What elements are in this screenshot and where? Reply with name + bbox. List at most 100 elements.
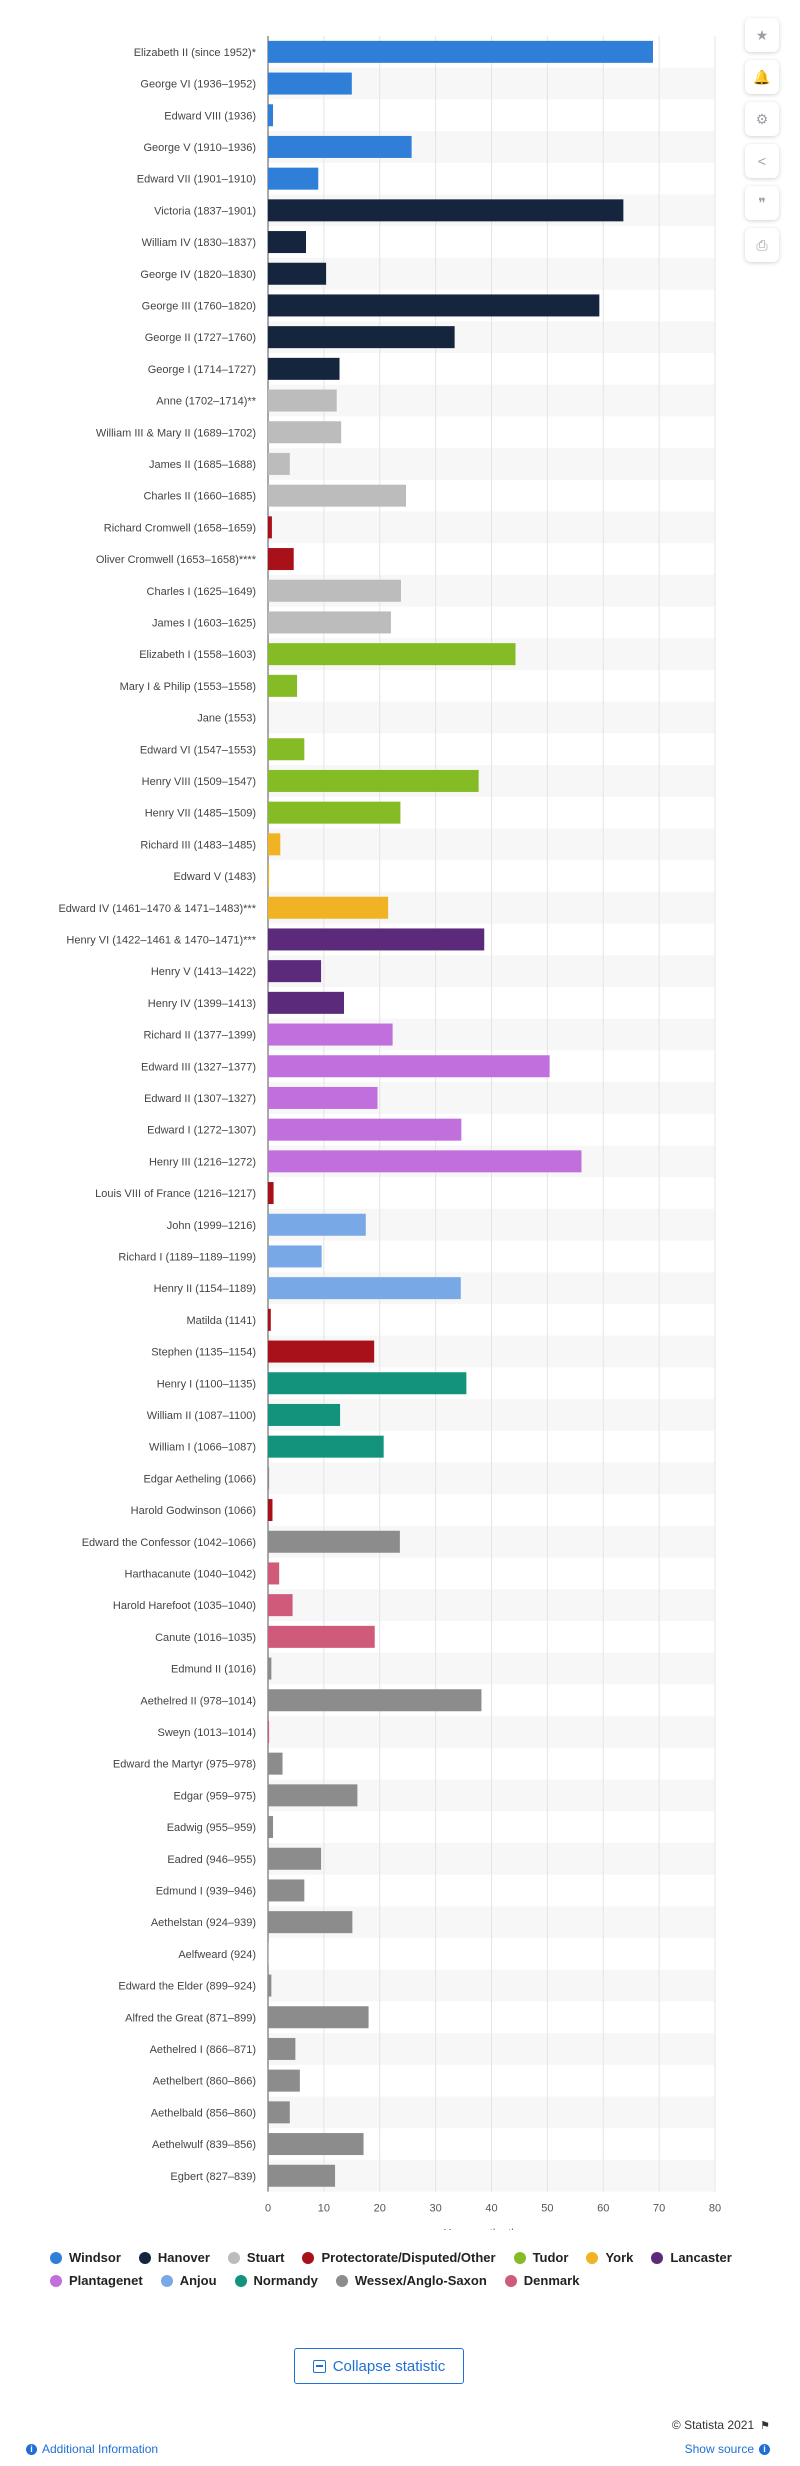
bar bbox=[268, 801, 401, 824]
bar bbox=[268, 1816, 274, 1839]
legend-label: Anjou bbox=[179, 2273, 217, 2288]
flag-icon[interactable]: ⚑ bbox=[760, 2419, 770, 2432]
x-tick-label: 0 bbox=[265, 2203, 271, 2215]
legend-item[interactable]: Tudor bbox=[513, 2250, 568, 2265]
legend-row: Windsor Hanover Stuart Protectorate/Dispute… bbox=[50, 2250, 750, 2265]
legend-label: Wessex/Anglo-Saxon bbox=[354, 2273, 487, 2288]
legend-row: Plantagenet Anjou Normandy Wessex/Anglo-Sax… bbox=[50, 2273, 750, 2288]
bar bbox=[268, 484, 407, 507]
category-label: Henry II (1154–1189) bbox=[154, 1283, 256, 1295]
category-label: Sweyn (1013–1014) bbox=[158, 1727, 256, 1739]
print-button[interactable]: ⎙ bbox=[745, 228, 779, 262]
legend-item[interactable]: Wessex/Anglo-Saxon bbox=[335, 2273, 487, 2288]
settings-button[interactable]: ⚙ bbox=[745, 102, 779, 136]
category-label: John (1999–1216) bbox=[167, 1220, 256, 1232]
bar bbox=[268, 1562, 280, 1585]
legend-item[interactable]: Windsor bbox=[50, 2250, 121, 2265]
legend-item[interactable]: York bbox=[586, 2250, 633, 2265]
category-label: Edward III (1327–1377) bbox=[141, 1061, 256, 1073]
bar bbox=[268, 389, 337, 412]
bar bbox=[268, 1245, 322, 1268]
bar bbox=[268, 674, 298, 697]
legend-item[interactable]: Plantagenet bbox=[50, 2273, 143, 2288]
bar bbox=[268, 833, 281, 856]
legend-item[interactable]: Hanover bbox=[138, 2250, 210, 2265]
bar bbox=[268, 1911, 353, 1934]
legend-item[interactable]: Denmark bbox=[504, 2273, 580, 2288]
x-tick-label: 70 bbox=[653, 2203, 665, 2215]
bar bbox=[268, 1182, 274, 1205]
cite-button[interactable]: ❞ bbox=[745, 186, 779, 220]
category-label: William III & Mary II (1689–1702) bbox=[96, 427, 256, 439]
bar bbox=[268, 896, 389, 919]
category-label: Harold Harefoot (1035–1040) bbox=[113, 1600, 256, 1612]
legend-swatch bbox=[138, 2251, 151, 2264]
legend-swatch bbox=[234, 2274, 247, 2287]
category-label: Egbert (827–839) bbox=[170, 2171, 256, 2183]
legend-label: Denmark bbox=[523, 2273, 580, 2288]
side-toolbar: ★ 🔔 ⚙ < ❞ ⎙ bbox=[745, 18, 781, 270]
category-label: Mary I & Philip (1553–1558) bbox=[120, 681, 256, 693]
bar bbox=[268, 231, 306, 254]
x-tick-label: 10 bbox=[318, 2203, 330, 2215]
category-label: Anne (1702–1714)** bbox=[156, 396, 256, 408]
category-label: Aethelstan (924–939) bbox=[151, 1917, 256, 1929]
category-label: Harold Godwinson (1066) bbox=[131, 1505, 256, 1517]
bar bbox=[268, 1657, 272, 1680]
legend-swatch bbox=[586, 2251, 599, 2264]
category-label: Henry VIII (1509–1547) bbox=[142, 776, 256, 788]
category-label: Edward VI (1547–1553) bbox=[140, 744, 256, 756]
legend-item[interactable]: Stuart bbox=[227, 2250, 284, 2265]
collapse-statistic-button[interactable]: Collapse statistic bbox=[294, 2348, 464, 2384]
category-label: Aelfweard (924) bbox=[178, 1949, 256, 1961]
bar bbox=[268, 1784, 358, 1807]
bar bbox=[268, 452, 290, 475]
star-icon: ★ bbox=[755, 26, 769, 43]
legend-swatch bbox=[504, 2274, 517, 2287]
additional-information-link[interactable]: i Additional Information bbox=[26, 2442, 158, 2456]
category-label: Richard III (1483–1485) bbox=[140, 839, 256, 851]
show-source-link[interactable]: Show source i bbox=[685, 2442, 770, 2456]
bar bbox=[268, 548, 294, 571]
legend-item[interactable]: Lancaster bbox=[651, 2250, 732, 2265]
category-label: Edward I (1272–1307) bbox=[147, 1125, 256, 1137]
bar bbox=[268, 611, 391, 634]
bar bbox=[268, 960, 322, 983]
legend-label: Lancaster bbox=[670, 2250, 732, 2265]
category-label: Aethelwulf (839–856) bbox=[152, 2139, 256, 2151]
category-label: Alfred the Great (871–899) bbox=[125, 2012, 256, 2024]
collapse-label: Collapse statistic bbox=[332, 2357, 446, 2375]
bar bbox=[268, 199, 624, 222]
bar bbox=[268, 104, 274, 127]
share-button[interactable]: < bbox=[745, 144, 779, 178]
bar bbox=[268, 1499, 273, 1522]
category-label: George I (1714–1727) bbox=[148, 364, 256, 376]
bar bbox=[268, 2037, 296, 2060]
legend-item[interactable]: Protectorate/Disputed/Other bbox=[302, 2250, 496, 2265]
legend-item[interactable]: Anjou bbox=[160, 2273, 217, 2288]
bar bbox=[268, 72, 352, 95]
bar bbox=[268, 1594, 293, 1617]
notification-button[interactable]: 🔔 bbox=[745, 60, 779, 94]
category-label: Richard II (1377–1399) bbox=[143, 1030, 256, 1042]
bar bbox=[268, 1752, 283, 1775]
bar bbox=[268, 1974, 272, 1997]
legend-label: Normandy bbox=[253, 2273, 318, 2288]
bar bbox=[268, 1403, 341, 1426]
category-label: Canute (1016–1035) bbox=[155, 1632, 256, 1644]
category-label: George III (1760–1820) bbox=[142, 300, 256, 312]
category-label: William I (1066–1087) bbox=[149, 1442, 256, 1454]
category-label: Aethelred I (866–871) bbox=[150, 2044, 256, 2056]
bar bbox=[268, 1689, 482, 1712]
bar bbox=[268, 1118, 462, 1141]
bar bbox=[268, 262, 327, 285]
legend-swatch bbox=[513, 2251, 526, 2264]
bar bbox=[268, 1720, 270, 1743]
category-label: Richard I (1189–1189–1199) bbox=[118, 1251, 256, 1263]
category-label: James I (1603–1625) bbox=[152, 617, 256, 629]
category-label: Aethelbert (860–866) bbox=[153, 2076, 256, 2088]
category-label: Richard Cromwell (1658–1659) bbox=[104, 522, 256, 534]
favorite-button[interactable]: ★ bbox=[745, 18, 779, 52]
legend-item[interactable]: Normandy bbox=[234, 2273, 318, 2288]
category-label: Henry IV (1399–1413) bbox=[148, 998, 256, 1010]
